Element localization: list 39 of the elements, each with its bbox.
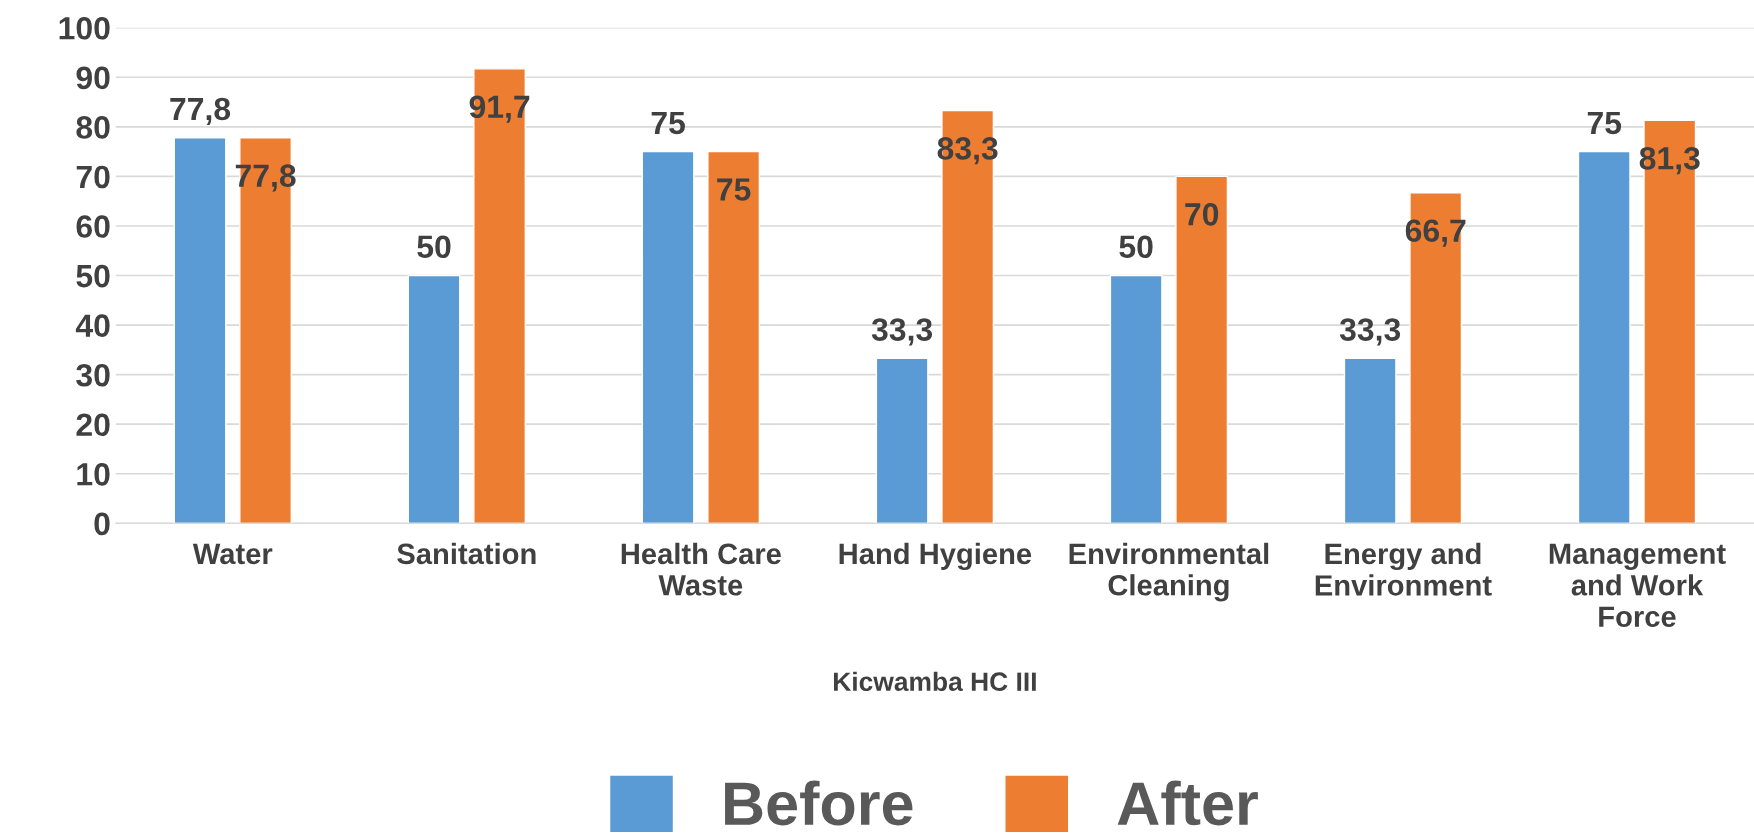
x-axis-title: Kicwamba HC III xyxy=(834,671,1036,692)
bar xyxy=(1577,150,1631,524)
data-label: 33,3 xyxy=(1339,318,1401,346)
legend-label: Before xyxy=(725,780,913,826)
bar xyxy=(173,137,227,524)
y-tick-label: 40 xyxy=(75,314,110,337)
bar xyxy=(1175,175,1229,524)
data-label: 33,3 xyxy=(871,318,933,346)
x-tick-label: Health Care Waste xyxy=(621,542,781,596)
x-tick-label: Sanitation xyxy=(397,542,536,565)
bar xyxy=(641,150,695,524)
x-tick-label: Environmental Cleaning xyxy=(1069,542,1269,602)
legend-label: After xyxy=(1117,780,1258,826)
bar xyxy=(1343,357,1397,524)
data-label: 75 xyxy=(717,178,751,201)
bar xyxy=(707,150,761,524)
bar xyxy=(1109,274,1163,524)
y-tick-label: 100 xyxy=(59,16,110,40)
data-label: 70 xyxy=(1185,203,1219,226)
data-label: 77,8 xyxy=(170,97,231,125)
data-label: 75 xyxy=(1587,111,1622,135)
y-tick-label: 30 xyxy=(76,363,110,387)
data-label: 50 xyxy=(417,235,451,259)
bar xyxy=(875,357,929,524)
y-tick-label: 10 xyxy=(77,463,110,486)
data-label: 75 xyxy=(651,111,685,135)
y-tick-label: 50 xyxy=(76,264,110,288)
bar xyxy=(407,274,461,524)
x-tick-label: Energy and Environment xyxy=(1315,542,1492,596)
y-tick-label: 60 xyxy=(76,215,110,238)
x-tick-label: Water xyxy=(192,543,273,565)
y-tick-label: 80 xyxy=(76,116,110,139)
y-tick-label: 70 xyxy=(76,165,110,189)
x-tick-label: Management and Work Force xyxy=(1549,543,1726,628)
y-tick-label: 0 xyxy=(94,512,110,536)
x-tick-label: Hand Hygiene xyxy=(839,542,1032,571)
y-tick-label: 90 xyxy=(76,66,110,90)
y-tick-label: 20 xyxy=(76,413,110,437)
data-label: 50 xyxy=(1119,235,1153,259)
